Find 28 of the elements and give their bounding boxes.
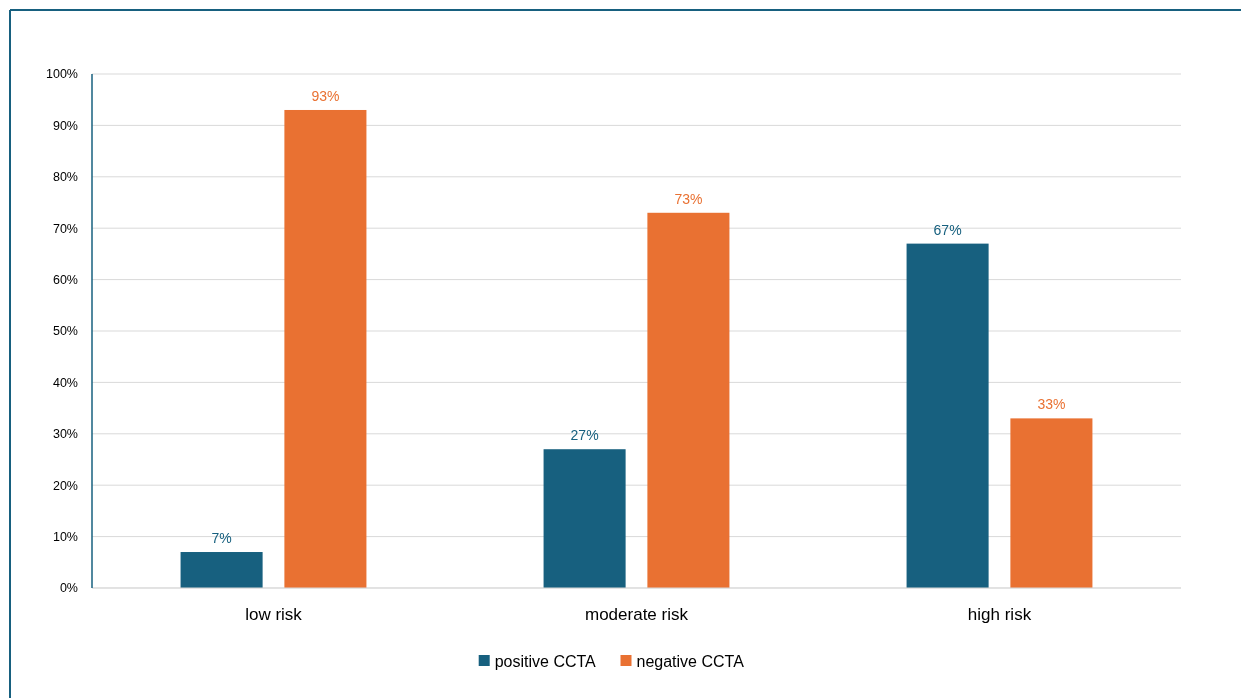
bar — [647, 212, 730, 588]
data-label: 73% — [674, 190, 703, 207]
legend-label: positive CCTA — [494, 652, 597, 670]
y-tick-label: 10% — [52, 529, 78, 544]
x-tick-label: moderate risk — [585, 605, 689, 624]
y-tick-label: 20% — [52, 478, 78, 493]
data-label: 27% — [570, 427, 599, 444]
y-tick-label: 50% — [52, 324, 78, 339]
data-label: 67% — [933, 221, 962, 238]
bar — [1010, 418, 1093, 588]
x-tick-label: low risk — [245, 605, 303, 624]
y-tick-label: 30% — [52, 427, 78, 442]
bar — [284, 109, 367, 588]
y-tick-label: 0% — [59, 581, 78, 596]
y-tick-label: 100% — [46, 67, 78, 82]
x-tick-label: high risk — [967, 605, 1032, 624]
bar — [906, 243, 989, 588]
data-label: 33% — [1037, 396, 1066, 413]
bar — [543, 449, 626, 588]
data-label: 93% — [311, 87, 340, 104]
data-label: 7% — [211, 530, 232, 547]
legend-label: negative CCTA — [636, 652, 745, 670]
bar — [180, 552, 263, 588]
y-tick-label: 60% — [52, 272, 78, 287]
y-tick-label: 70% — [52, 221, 78, 236]
y-tick-label: 80% — [52, 170, 78, 185]
y-tick-label: 40% — [52, 375, 78, 390]
y-tick-label: 90% — [52, 118, 78, 133]
